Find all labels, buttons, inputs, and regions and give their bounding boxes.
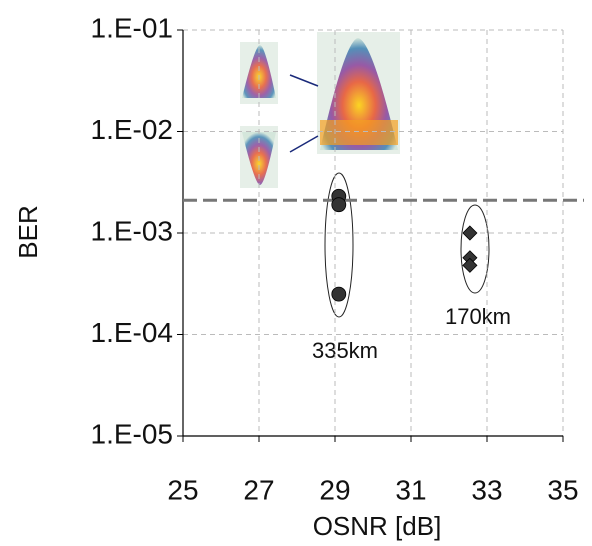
x-tick-label: 33	[471, 474, 502, 505]
x-tick-label: 35	[547, 474, 578, 505]
group-ellipse	[461, 205, 489, 293]
circle-marker	[332, 287, 346, 301]
circle-marker	[332, 198, 346, 212]
diamond-marker	[463, 226, 477, 240]
y-axis-title: BER	[13, 205, 43, 258]
y-tick-label: 1.E-03	[91, 215, 174, 246]
x-tick-label: 25	[167, 474, 198, 505]
x-tick-label: 27	[243, 474, 274, 505]
y-tick-label: 1.E-05	[91, 418, 174, 449]
x-axis-title: OSNR [dB]	[313, 511, 442, 541]
x-tick-label: 31	[395, 474, 426, 505]
diamond-marker	[463, 258, 477, 272]
y-tick-label: 1.E-01	[91, 12, 174, 43]
arrow	[290, 75, 318, 86]
eye-diagrams	[240, 32, 400, 188]
y-tick-label: 1.E-02	[91, 114, 174, 145]
group-label: 170km	[445, 304, 511, 329]
x-tick-label: 29	[319, 474, 350, 505]
chart: 335km 170km OSNR [dB] BER 25 27 29 31 33 35 1.…	[0, 0, 592, 546]
arrow	[290, 136, 318, 152]
eye-band	[320, 120, 398, 145]
group-label: 335km	[312, 338, 378, 363]
y-tick-label: 1.E-04	[91, 317, 174, 348]
